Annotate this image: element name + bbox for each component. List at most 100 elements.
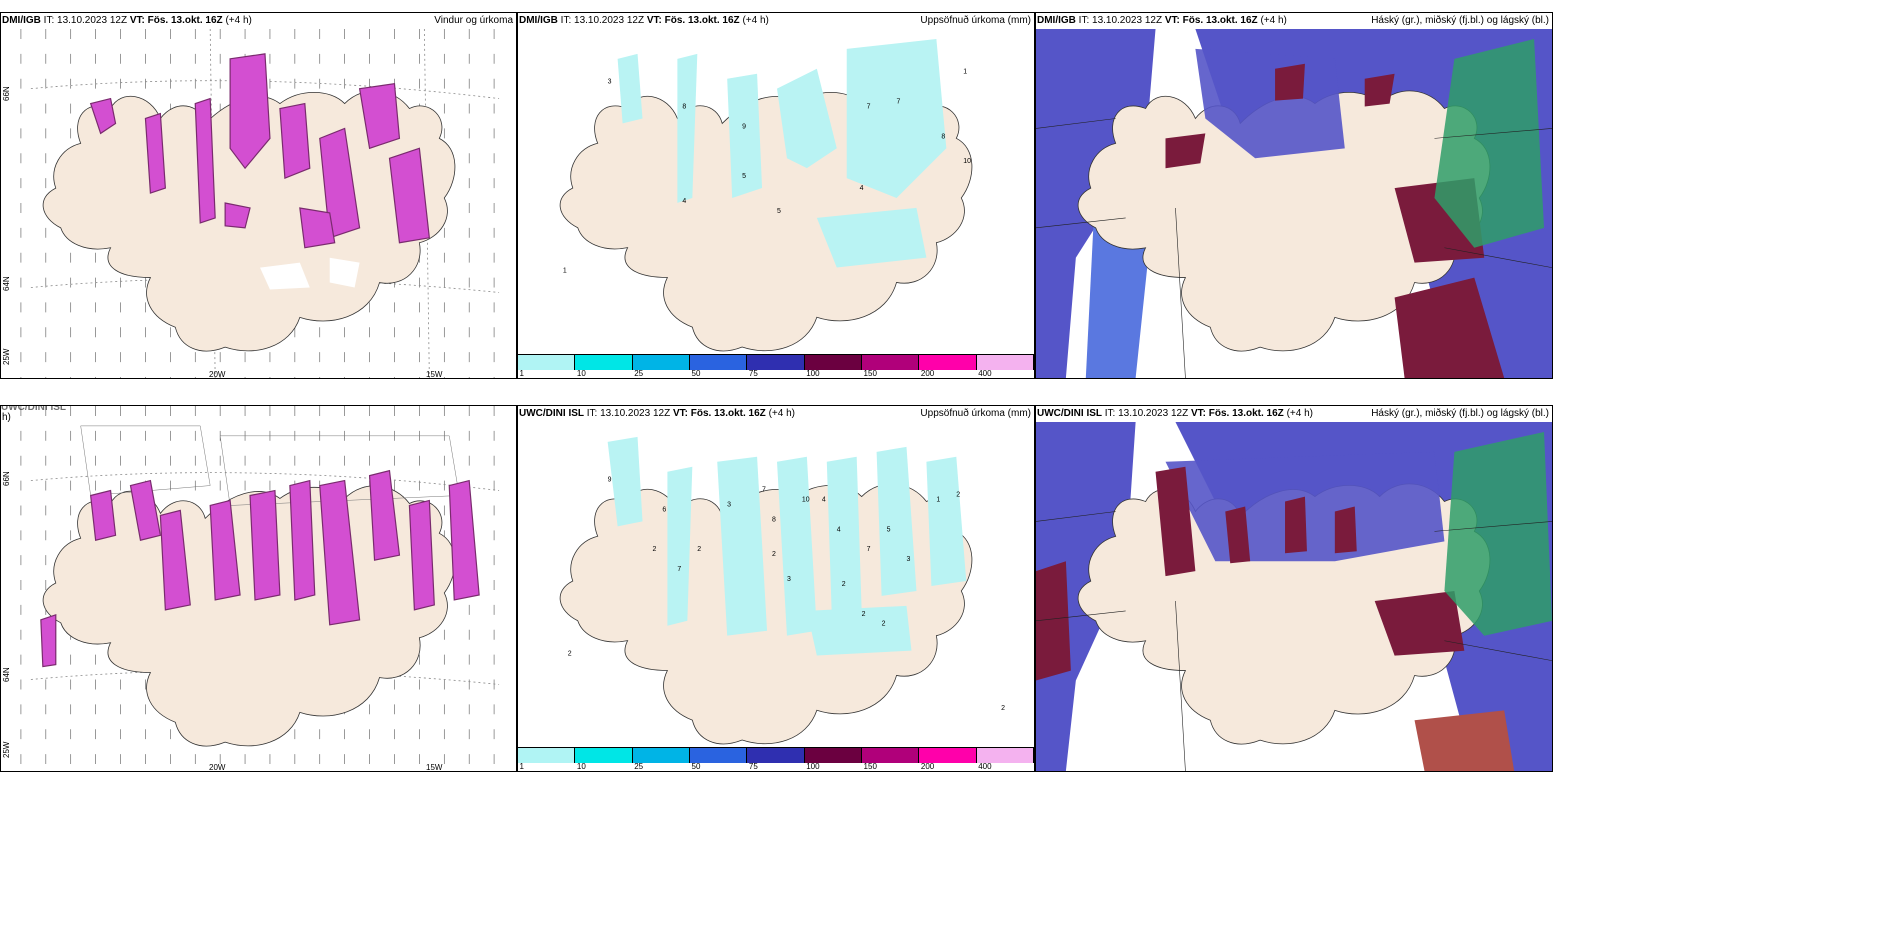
lead-time: (+4 h) <box>225 15 252 26</box>
precip-value: 1 <box>936 497 940 504</box>
colorbar-swatch <box>632 355 690 370</box>
precip-value: 5 <box>777 208 781 215</box>
valid-time: Fös. 13.okt. 16Z <box>147 15 223 26</box>
colorbar-swatch <box>747 355 805 370</box>
colorbar-swatch <box>919 748 977 763</box>
lead-time: (+4 h) <box>742 15 769 26</box>
colorbar-label: 10 <box>576 762 586 771</box>
wind-precip-map[interactable] <box>1 29 516 378</box>
valid-time: Fös. 13.okt. 16Z <box>1182 15 1258 26</box>
panel-title: Háský (gr.), miðský (fj.bl.) og lágský (… <box>1371 408 1549 419</box>
lat-label-25w: 25W <box>2 741 11 758</box>
precip-value: 2 <box>568 651 572 658</box>
precip-map[interactable]: 3 8 9 7 7 8 10 5 4 5 4 1 1 <box>518 29 1034 352</box>
precip-value: 2 <box>697 546 701 553</box>
precip-value: 3 <box>608 79 612 86</box>
colorbar-label: 100 <box>806 369 820 378</box>
precip-value: 9 <box>742 123 746 130</box>
precip-value: 3 <box>906 556 910 563</box>
precip-colorbar: 1 10 25 50 75 100 150 200 400 <box>518 745 1034 771</box>
precip-value: 3 <box>787 576 791 583</box>
precip-value: 2 <box>956 492 960 499</box>
valid-time-label: VT: <box>1190 408 1206 419</box>
colorbar-swatch <box>861 748 920 763</box>
precip-value: 1 <box>963 69 967 76</box>
valid-time: Fös. 13.okt. 16Z <box>690 408 766 419</box>
precip-value: 3 <box>727 501 731 508</box>
cut-off-header: UWC/DINI ISL <box>1 405 66 413</box>
valid-time-label: VT: <box>1164 15 1180 26</box>
colorbar-swatch <box>632 748 690 763</box>
colorbar-swatch <box>804 748 862 763</box>
lead-time: (+4 h) <box>1260 15 1287 26</box>
cloud-map[interactable] <box>1036 29 1552 378</box>
colorbar-label: 100 <box>806 762 820 771</box>
lon-label-20w: 20W <box>209 763 226 772</box>
colorbar-label: 1 <box>519 369 524 378</box>
colorbar-label: 25 <box>634 369 644 378</box>
lead-time: (+4 h) <box>768 408 795 419</box>
init-time: IT: 13.10.2023 12Z <box>1104 408 1189 419</box>
panel-dmi-cloud: DMI/IGB IT: 13.10.2023 12Z VT: Fös. 13.o… <box>1035 12 1553 379</box>
colorbar-label: 25 <box>634 762 644 771</box>
colorbar-swatch <box>689 355 748 370</box>
lat-label-25w: 25W <box>2 348 11 365</box>
panel-header: UWC/DINI ISL IT: 13.10.2023 12Z VT: Fös.… <box>518 406 1034 422</box>
panel-uwc-wind: UWC/DINI ISL h) <box>0 405 517 772</box>
panel-header: UWC/DINI ISL IT: 13.10.2023 12Z VT: Fös.… <box>1036 406 1552 422</box>
colorbar-swatch <box>518 355 576 370</box>
colorbar-label: 150 <box>863 762 877 771</box>
precip-value: 4 <box>822 497 826 504</box>
precip-value: 6 <box>662 506 666 513</box>
colorbar-label: 200 <box>920 369 935 378</box>
precip-value: 2 <box>772 551 776 558</box>
colorbar-label: 10 <box>576 369 586 378</box>
init-time: IT: 13.10.2023 12Z <box>43 15 128 26</box>
colorbar-label: 50 <box>691 762 701 771</box>
precip-value: 7 <box>867 546 871 553</box>
wind-precip-map[interactable] <box>1 406 516 771</box>
precip-value: 2 <box>882 621 886 628</box>
colorbar-swatch <box>575 748 633 763</box>
precip-value: 8 <box>682 104 686 111</box>
lat-label-66n: 66N <box>2 471 11 486</box>
panel-dmi-wind: DMI/IGB IT: 13.10.2023 12Z VT: Fös. 13.o… <box>0 12 517 379</box>
wrap-text: h) <box>2 412 11 423</box>
cloud-map[interactable] <box>1036 422 1552 771</box>
colorbar-swatch <box>919 355 977 370</box>
lon-label-15w: 15W <box>426 370 443 379</box>
colorbar-swatch <box>518 748 576 763</box>
panel-uwc-precip: UWC/DINI ISL IT: 13.10.2023 12Z VT: Fös.… <box>517 405 1035 772</box>
model-name: DMI/IGB <box>1037 15 1076 26</box>
precip-shading <box>89 53 430 249</box>
panel-title: Háský (gr.), miðský (fj.bl.) og lágský (… <box>1371 15 1549 26</box>
panel-uwc-cloud: UWC/DINI ISL IT: 13.10.2023 12Z VT: Fös.… <box>1035 405 1553 772</box>
colorbar-swatch <box>976 748 1034 763</box>
precip-value: 1 <box>563 267 567 274</box>
precip-value: 8 <box>941 133 945 140</box>
lead-time: (+4 h) <box>1286 408 1313 419</box>
precip-value: 7 <box>762 487 766 494</box>
precip-value: 2 <box>862 611 866 618</box>
panel-title: Vindur og úrkoma <box>434 15 513 26</box>
init-time: IT: 13.10.2023 12Z <box>1078 15 1163 26</box>
valid-time: Fös. 13.okt. 16Z <box>1208 408 1284 419</box>
model-name: DMI/IGB <box>519 15 558 26</box>
colorbar-label: 150 <box>863 369 877 378</box>
lon-label-15w: 15W <box>426 763 443 772</box>
valid-time-label: VT: <box>646 15 662 26</box>
colorbar-label: 400 <box>978 369 992 378</box>
init-time: IT: 13.10.2023 12Z <box>586 408 671 419</box>
colorbar-label: 75 <box>748 369 758 378</box>
precip-value: 10 <box>802 497 810 504</box>
precip-value: 4 <box>837 526 841 533</box>
precip-value: 4 <box>682 198 686 205</box>
precip-value: 4 <box>860 185 864 192</box>
precip-map[interactable]: 9 6 2 7 2 3 7 8 10 4 4 2 3 2 7 5 3 2 1 2 <box>518 422 1034 745</box>
lat-label-66n: 66N <box>2 86 11 101</box>
precip-value: 8 <box>772 516 776 523</box>
lon-label-20w: 20W <box>209 370 226 379</box>
panel-header: DMI/IGB IT: 13.10.2023 12Z VT: Fös. 13.o… <box>1036 13 1552 29</box>
colorbar-swatch <box>747 748 805 763</box>
precip-labels: 3 8 9 7 7 8 10 5 4 5 4 1 1 <box>563 69 971 275</box>
